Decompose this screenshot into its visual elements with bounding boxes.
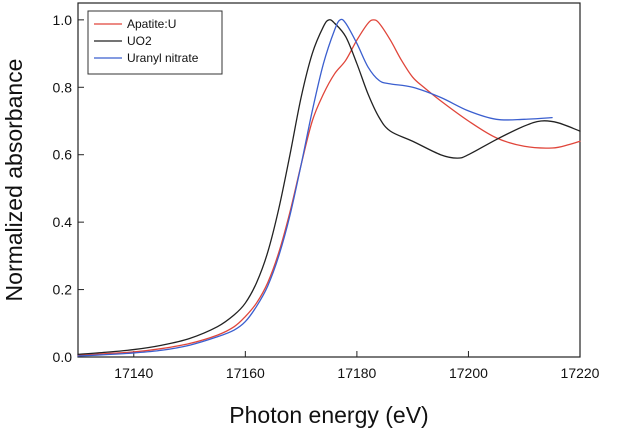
x-tick-label: 17180 (337, 365, 376, 381)
x-tick-label: 17220 (561, 365, 600, 381)
legend-label: UO2 (127, 34, 152, 48)
y-tick-label: 0.0 (53, 349, 73, 365)
y-tick-label: 0.2 (53, 282, 73, 298)
series-line-1 (77, 19, 581, 356)
legend-box (87, 10, 223, 75)
plot-frame (77, 2, 581, 358)
series-line-3 (77, 18, 553, 357)
y-tick-label: 0.8 (53, 79, 73, 95)
x-axis-title: Photon energy (eV) (229, 402, 428, 428)
x-tick-label: 17200 (449, 365, 488, 381)
legend: Apatite:U UO2 Uranyl nitrate (87, 10, 223, 75)
x-tick-label: 17160 (226, 365, 265, 381)
legend-label: Apatite:U (127, 17, 176, 31)
series-layer (77, 18, 581, 357)
y-tick-label: 0.4 (53, 214, 73, 230)
series-line-2 (77, 19, 581, 355)
x-tick-label: 17140 (114, 365, 153, 381)
x-axis-ticks: 17140 17160 17180 17200 17220 (114, 351, 600, 381)
y-axis-title: Normalized absorbance (1, 59, 27, 302)
y-tick-label: 1.0 (53, 12, 73, 28)
legend-items: Apatite:U UO2 Uranyl nitrate (94, 17, 199, 65)
y-tick-label: 0.6 (53, 147, 73, 163)
y-axis-ticks: 0.0 0.2 0.4 0.6 0.8 1.0 (53, 12, 84, 365)
legend-label: Uranyl nitrate (127, 51, 199, 65)
